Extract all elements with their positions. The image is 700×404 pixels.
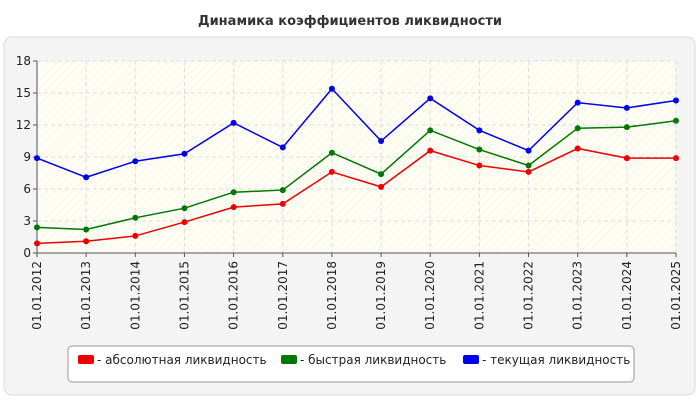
- point: [427, 95, 434, 102]
- point: [132, 158, 139, 165]
- point: [181, 219, 188, 226]
- x-tick-label: 01.01.2017: [276, 261, 290, 330]
- x-tick-label: 01.01.2016: [227, 261, 241, 330]
- x-tick-label: 01.01.2020: [423, 261, 437, 330]
- point: [328, 168, 335, 175]
- point: [83, 226, 90, 233]
- point: [279, 144, 286, 151]
- series-line: [36, 87, 677, 179]
- chart-title: Динамика коэффициентов ликвидности: [198, 14, 502, 29]
- y-tick-label: 6: [23, 182, 31, 196]
- point: [181, 205, 188, 212]
- legend-swatch: [281, 355, 297, 364]
- point: [83, 174, 90, 181]
- x-tick-label: 01.01.2025: [669, 261, 683, 330]
- x-tick-label: 01.01.2012: [30, 261, 44, 330]
- legend-box: [67, 345, 635, 383]
- point: [279, 200, 286, 207]
- x-tick-label: 01.01.2024: [620, 261, 634, 330]
- point: [574, 125, 581, 132]
- x-tick-label: 01.01.2021: [472, 261, 486, 330]
- point: [378, 171, 385, 178]
- x-tick-label: 01.01.2022: [522, 261, 536, 330]
- point: [34, 240, 40, 247]
- point: [34, 155, 40, 162]
- point: [476, 162, 483, 169]
- point: [132, 214, 139, 221]
- point: [574, 99, 581, 106]
- point: [230, 189, 237, 196]
- legend-swatch: [463, 355, 479, 364]
- point: [83, 238, 90, 245]
- x-tick-label: 01.01.2015: [177, 261, 191, 330]
- y-tick-label: 9: [23, 150, 31, 164]
- point: [378, 138, 385, 144]
- point: [230, 119, 237, 126]
- x-tick-label: 01.01.2013: [79, 261, 93, 330]
- legend-label: - быстрая ликвидность: [300, 353, 446, 367]
- point: [34, 224, 40, 231]
- point: [623, 155, 630, 162]
- point: [673, 155, 679, 162]
- y-tick-label: 18: [16, 54, 31, 68]
- plot-area: [37, 61, 676, 253]
- y-tick-label: 3: [23, 214, 31, 228]
- point: [328, 149, 335, 156]
- y-tick-label: 15: [16, 86, 31, 100]
- x-tick-label: 01.01.2019: [374, 261, 388, 330]
- legend-label: - абсолютная ликвидность: [97, 353, 267, 367]
- point: [623, 104, 630, 111]
- series-line: [36, 119, 677, 231]
- point: [476, 146, 483, 153]
- x-tick-label: 01.01.2018: [325, 261, 339, 330]
- point: [525, 147, 532, 154]
- point: [673, 97, 679, 104]
- point: [673, 117, 679, 124]
- x-tick-label: 01.01.2023: [571, 261, 585, 330]
- series-line: [36, 147, 676, 245]
- point: [623, 124, 630, 131]
- legend-label: - текущая ликвидность: [482, 353, 630, 367]
- point: [378, 183, 385, 190]
- legend-swatch: [78, 355, 94, 364]
- point: [230, 204, 237, 211]
- y-tick-label: 12: [16, 118, 31, 132]
- point: [279, 187, 286, 194]
- point: [132, 232, 139, 239]
- point: [525, 162, 532, 169]
- point: [427, 127, 434, 134]
- point: [427, 147, 434, 154]
- point: [181, 150, 188, 157]
- x-tick-label: 01.01.2014: [128, 261, 142, 330]
- y-tick-label: 0: [23, 246, 31, 260]
- point: [525, 168, 532, 175]
- point: [328, 85, 335, 92]
- point: [476, 127, 483, 134]
- point: [574, 145, 581, 152]
